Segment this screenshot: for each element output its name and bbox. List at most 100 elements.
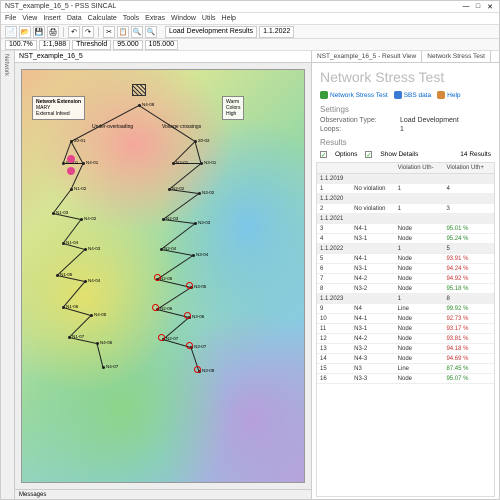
table-row[interactable]: 15N3Line87.45 % — [317, 364, 494, 374]
menu-utils[interactable]: Utils — [202, 15, 216, 22]
results-table[interactable]: Violation Uth-Violation Uth+1.1.20191No … — [316, 162, 495, 497]
diagram-tab[interactable]: NST_example_16_5 — [15, 51, 311, 63]
toolbar-button-8[interactable]: 🔍 — [131, 26, 143, 38]
network-node[interactable] — [84, 280, 87, 283]
table-row[interactable]: 10N4-1Node92.73 % — [317, 314, 494, 324]
zoom-dropdown[interactable]: 100.7% — [5, 40, 37, 50]
result-tab-0[interactable]: NST_example_16_5 - Result View — [312, 51, 422, 62]
details-checkbox[interactable] — [365, 151, 372, 158]
menu-data[interactable]: Data — [67, 15, 82, 22]
table-row[interactable]: 6N3-1Node94.24 % — [317, 264, 494, 274]
menu-extras[interactable]: Extras — [145, 15, 165, 22]
setting-row: Observation Type:Load Development — [312, 116, 499, 125]
network-node[interactable] — [56, 274, 59, 277]
network-node[interactable] — [68, 336, 71, 339]
range-hi-input[interactable]: 105.000 — [145, 40, 178, 50]
table-row[interactable]: 2No violation13 — [317, 204, 494, 214]
node-label: N4-01 — [86, 160, 98, 165]
toolbar-button-6[interactable]: ✂ — [103, 26, 115, 38]
table-row[interactable]: 5N4-1Node93.91 % — [317, 254, 494, 264]
network-node[interactable] — [96, 342, 99, 345]
node-label: N3-02 — [202, 190, 214, 195]
table-row[interactable]: 1.1.2019 — [317, 174, 494, 184]
table-row[interactable]: 12N4-2Node93.81 % — [317, 334, 494, 344]
network-node[interactable] — [160, 248, 163, 251]
overload-marker — [67, 155, 75, 163]
date-dropdown[interactable]: 1.1.2022 — [259, 26, 294, 38]
link-sbs-data[interactable]: SBS data — [394, 91, 431, 99]
network-node[interactable] — [102, 366, 105, 369]
menu-tools[interactable]: Tools — [123, 15, 139, 22]
network-node[interactable] — [62, 306, 65, 309]
table-row[interactable]: 8N3-2Node95.18 % — [317, 284, 494, 294]
table-row[interactable]: 1.1.2020 — [317, 194, 494, 204]
network-node[interactable] — [200, 162, 203, 165]
content-area: Network NST_example_16_5 Network Extensi… — [1, 51, 499, 499]
table-row[interactable]: 13N3-2Node94.18 % — [317, 344, 494, 354]
toolbar-button-9[interactable]: 🔍 — [145, 26, 157, 38]
node-label: N2-03 — [166, 216, 178, 221]
network-node[interactable] — [52, 212, 55, 215]
network-node[interactable] — [82, 162, 85, 165]
maximize-button[interactable]: □ — [473, 3, 483, 11]
node-label: N2-01 — [176, 160, 188, 165]
table-row[interactable]: 11N3-1Node93.17 % — [317, 324, 494, 334]
table-row[interactable]: 9N4Line99.92 % — [317, 304, 494, 314]
table-row[interactable]: 1.1.202318 — [317, 294, 494, 304]
close-button[interactable]: ✕ — [485, 3, 495, 11]
network-node[interactable] — [162, 218, 165, 221]
minimize-button[interactable]: — — [461, 3, 471, 11]
menu-window[interactable]: Window — [171, 15, 196, 22]
network-node[interactable] — [198, 192, 201, 195]
network-node[interactable] — [90, 314, 93, 317]
network-node[interactable] — [62, 242, 65, 245]
node-label: N4-02 — [84, 216, 96, 221]
network-node[interactable] — [194, 140, 197, 143]
table-row[interactable]: 1.1.202215 — [317, 244, 494, 254]
network-node[interactable] — [172, 162, 175, 165]
toolbar-button-3[interactable]: 🖨 — [47, 26, 59, 38]
table-row[interactable]: 3N4-1Node95.01 % — [317, 224, 494, 234]
menu-view[interactable]: View — [22, 15, 37, 22]
table-row[interactable]: 7N4-2Node94.92 % — [317, 274, 494, 284]
main-toolbar: 📄📂💾🖨↶↷✂📋🔍🔍Load Development Results1.1.20… — [1, 25, 499, 39]
toolbar-button-0[interactable]: 📄 — [5, 26, 17, 38]
menu-file[interactable]: File — [5, 15, 16, 22]
violation-marker — [194, 366, 201, 373]
range-lo-input[interactable]: 95.000 — [113, 40, 142, 50]
network-node[interactable] — [194, 222, 197, 225]
table-row[interactable]: 1.1.2021 — [317, 214, 494, 224]
results-panel: NST_example_16_5 - Result ViewNetwork St… — [311, 51, 499, 499]
toolbar-button-2[interactable]: 💾 — [33, 26, 45, 38]
scale-dropdown[interactable]: 1:1,988 — [39, 40, 70, 50]
options-checkbox[interactable] — [320, 151, 327, 158]
mode-dropdown[interactable]: Threshold — [72, 40, 111, 50]
result-tab-1[interactable]: Network Stress Test — [422, 51, 491, 62]
toolbar-button-4[interactable]: ↶ — [68, 26, 80, 38]
network-node[interactable] — [84, 248, 87, 251]
table-row[interactable]: 14N4-3Node94.69 % — [317, 354, 494, 364]
menu-help[interactable]: Help — [222, 15, 236, 22]
table-row[interactable]: 1No violation14 — [317, 184, 494, 194]
sidebar-tab-network[interactable]: Network — [1, 51, 11, 79]
heatmap: Network ExtensionMARYExternal InfeedWarm… — [21, 69, 305, 483]
link-network-stress-test[interactable]: Network Stress Test — [320, 91, 388, 99]
diagram-canvas[interactable]: Network ExtensionMARYExternal InfeedWarm… — [15, 63, 311, 489]
table-row[interactable]: 4N3-1Node95.24 % — [317, 234, 494, 244]
toolbar-button-7[interactable]: 📋 — [117, 26, 129, 38]
network-node[interactable] — [192, 254, 195, 257]
toolbar-button-1[interactable]: 📂 — [19, 26, 31, 38]
menu-calculate[interactable]: Calculate — [88, 15, 117, 22]
network-node[interactable] — [80, 218, 83, 221]
network-node[interactable] — [70, 140, 73, 143]
results-type-dropdown[interactable]: Load Development Results — [165, 26, 257, 38]
toolbar-button-5[interactable]: ↷ — [82, 26, 94, 38]
table-row[interactable]: 16N3-3Node95.07 % — [317, 374, 494, 384]
menu-insert[interactable]: Insert — [43, 15, 61, 22]
link-help[interactable]: Help — [437, 91, 460, 99]
network-node[interactable] — [62, 162, 65, 165]
network-node[interactable] — [168, 188, 171, 191]
network-node[interactable] — [138, 104, 141, 107]
network-node[interactable] — [70, 188, 73, 191]
node-label: 20-01 — [74, 138, 86, 143]
